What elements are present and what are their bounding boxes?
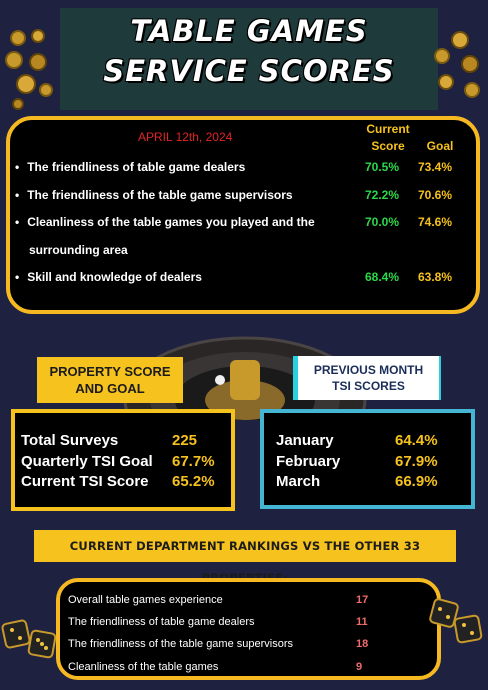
- ranking-label: The friendliness of the table game super…: [68, 638, 294, 650]
- dice-icon: [429, 598, 483, 644]
- property-row-label: Current TSI Score: [21, 473, 149, 490]
- casino-chips-icon: [434, 31, 480, 98]
- score-item-label: Cleanliness of the table games you playe…: [15, 215, 314, 229]
- casino-chips-icon: [5, 29, 53, 110]
- month-label: March: [276, 473, 321, 490]
- month-value: 67.9%: [395, 453, 438, 470]
- property-row-value: 65.2%: [172, 473, 215, 490]
- property-score-heading-line-1: PROPERTY SCORE: [49, 364, 171, 379]
- current-score-header-line-1: Current: [366, 122, 410, 136]
- ranking-value: 18: [356, 638, 369, 650]
- property-row-value: 67.7%: [172, 453, 215, 470]
- ranking-value: 17: [356, 594, 369, 606]
- report-date: APRIL 12th, 2024: [138, 130, 233, 144]
- property-score-box: [11, 409, 235, 511]
- score-item-label: Skill and knowledge of dealers: [15, 270, 202, 284]
- score-item-goal: 73.4%: [418, 160, 453, 174]
- ranking-label: Overall table games experience: [68, 594, 223, 606]
- property-row-label: Total Surveys: [21, 432, 119, 449]
- title-line-2: SERVICE SCORES: [103, 54, 395, 88]
- previous-month-box: [260, 409, 475, 509]
- ranking-label: Cleanliness of the table games: [68, 661, 219, 673]
- rankings-panel: [56, 578, 441, 680]
- previous-month-heading-line-2: TSI SCORES: [332, 379, 405, 393]
- property-score-heading-line-2: AND GOAL: [75, 381, 145, 396]
- score-item-goal: 74.6%: [418, 215, 453, 229]
- ranking-value: 9: [356, 661, 363, 673]
- previous-month-heading: PREVIOUS MONTH TSI SCORES: [293, 356, 441, 400]
- property-score-heading: PROPERTY SCORE AND GOAL: [37, 357, 183, 403]
- previous-month-heading-line-1: PREVIOUS MONTH: [313, 363, 424, 377]
- property-row-value: 225: [172, 432, 198, 449]
- title-panel: [60, 8, 438, 110]
- property-row-label: Quarterly TSI Goal: [21, 453, 153, 470]
- score-item-goal: 63.8%: [418, 270, 453, 284]
- score-item-label-continued: surrounding area: [29, 243, 128, 257]
- title-line-1: TABLE GAMES: [130, 14, 368, 48]
- current-score-header-line-2: Score: [371, 139, 405, 153]
- ranking-label: The friendliness of table game dealers: [68, 616, 255, 628]
- month-label: February: [276, 453, 341, 470]
- month-value: 66.9%: [395, 473, 438, 490]
- goal-header: Goal: [426, 139, 454, 153]
- score-item-current: 68.4%: [365, 270, 400, 284]
- rankings-heading: CURRENT DEPARTMENT RANKINGS VS THE OTHER…: [34, 530, 456, 585]
- month-label: January: [276, 432, 334, 449]
- month-value: 64.4%: [395, 432, 438, 449]
- dice-icon: [1, 619, 57, 659]
- ranking-value: 11: [356, 616, 368, 628]
- score-item-label: The friendliness of table game dealers: [15, 160, 245, 174]
- score-item-goal: 70.6%: [418, 188, 453, 202]
- score-item-current: 70.5%: [365, 160, 400, 174]
- score-item-label: The friendliness of the table game super…: [15, 188, 292, 202]
- score-item-current: 72.2%: [365, 188, 400, 202]
- score-item-current: 70.0%: [365, 215, 400, 229]
